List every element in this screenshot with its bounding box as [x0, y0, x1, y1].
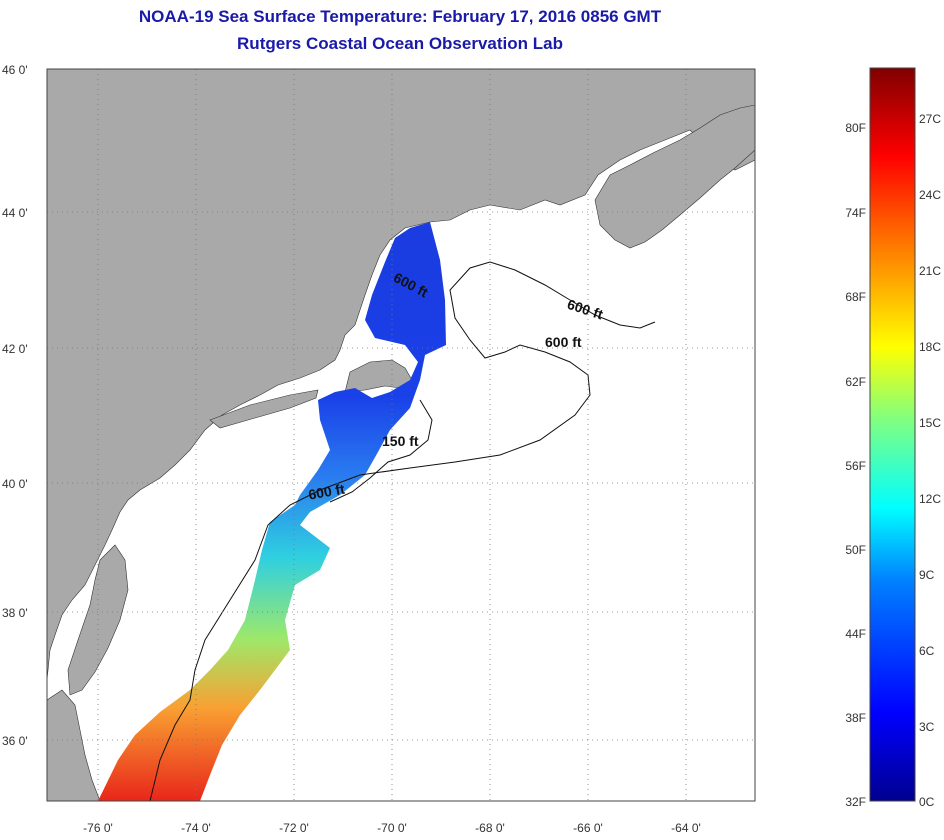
lat-axis: 46 0' 44 0' 42 0' 40 0' 38 0' 36 0' — [2, 63, 28, 748]
colorbar-c-label: 24C — [919, 188, 941, 202]
lon-tick-label: -70 0' — [377, 821, 407, 835]
colorbar-c-label: 27C — [919, 112, 941, 126]
colorbar-c-label: 0C — [919, 795, 935, 809]
colorbar — [869, 67, 916, 802]
land-outer-banks — [47, 689, 101, 801]
map-area: 600 ft 600 ft 600 ft 150 ft 600 ft — [47, 69, 755, 801]
colorbar-c-label: 3C — [919, 720, 935, 734]
land-nova-scotia — [594, 104, 755, 249]
lat-tick-label: 46 0' — [2, 63, 28, 77]
land-mainland — [47, 69, 755, 681]
lon-tick-label: -68 0' — [475, 821, 505, 835]
land-long-island — [209, 389, 319, 429]
contour-label: 150 ft — [382, 433, 419, 449]
lat-tick-label: 40 0' — [2, 477, 28, 491]
colorbar-c-label: 15C — [919, 416, 941, 430]
map-frame — [46, 68, 756, 802]
map-subtitle: Rutgers Coastal Ocean Observation Lab — [237, 34, 563, 53]
colorbar-c-label: 18C — [919, 340, 941, 354]
shelf-contour — [149, 261, 656, 801]
contour-label: 600 ft — [307, 481, 346, 503]
map-title: NOAA-19 Sea Surface Temperature: Februar… — [138, 7, 662, 26]
colorbar-f-label: 50F — [845, 543, 866, 557]
colorbar-celsius-scale: 27C 24C 21C 18C 15C 12C 9C 6C 3C 0C — [919, 112, 941, 809]
lat-tick-label: 42 0' — [2, 342, 28, 356]
lon-tick-label: -74 0' — [181, 821, 211, 835]
lat-tick-label: 38 0' — [2, 606, 28, 620]
contour-label: 600 ft — [545, 334, 582, 350]
lon-tick-label: -76 0' — [83, 821, 113, 835]
lat-tick-label: 36 0' — [2, 734, 28, 748]
inner-contour — [329, 399, 433, 503]
colorbar-f-label: 62F — [845, 375, 866, 389]
lon-tick-label: -66 0' — [573, 821, 603, 835]
lon-axis: -76 0' -74 0' -72 0' -70 0' -68 0' -66 0… — [83, 821, 701, 835]
colorbar-f-label: 32F — [845, 795, 866, 809]
colorbar-f-label: 38F — [845, 711, 866, 725]
colorbar-c-label: 9C — [919, 568, 935, 582]
lat-tick-label: 44 0' — [2, 206, 28, 220]
colorbar-c-label: 21C — [919, 264, 941, 278]
colorbar-f-label: 74F — [845, 206, 866, 220]
colorbar-c-label: 12C — [919, 492, 941, 506]
lon-tick-label: -64 0' — [671, 821, 701, 835]
colorbar-f-label: 44F — [845, 627, 866, 641]
colorbar-f-label: 56F — [845, 459, 866, 473]
colorbar-f-label: 68F — [845, 290, 866, 304]
colorbar-c-label: 6C — [919, 644, 935, 658]
graticule — [47, 69, 755, 801]
colorbar-fahrenheit-scale: 80F 74F 68F 62F 56F 50F 44F 38F 32F — [845, 121, 866, 809]
colorbar-f-label: 80F — [845, 121, 866, 135]
sst-swath — [98, 222, 446, 801]
lon-tick-label: -72 0' — [279, 821, 309, 835]
